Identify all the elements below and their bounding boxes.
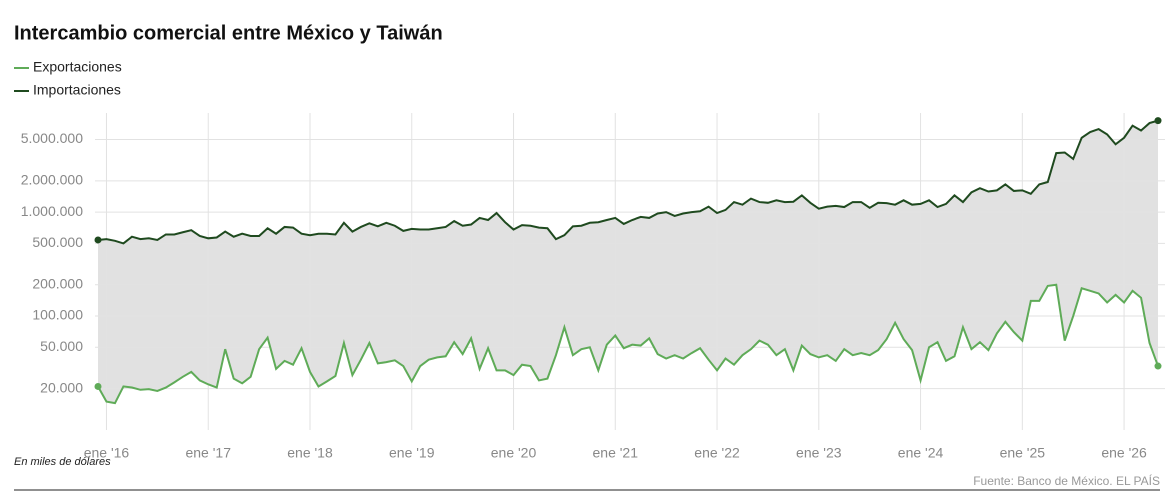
x-tick-label: ene '20 — [491, 445, 537, 461]
x-tick-label: ene '25 — [1000, 445, 1046, 461]
x-tick-label: ene '16 — [84, 445, 130, 461]
band-fill — [98, 120, 1158, 404]
x-tick-label: ene '23 — [796, 445, 842, 461]
legend-label: Exportaciones — [33, 59, 122, 75]
x-tick-label: ene '26 — [1101, 445, 1147, 461]
y-tick-label: 5.000.000 — [21, 130, 83, 146]
y-tick-label: 50.000 — [40, 338, 83, 354]
series-line — [97, 283, 1159, 405]
x-tick-label: ene '17 — [185, 445, 231, 461]
source: Fuente: Banco de México. EL PAÍS — [973, 473, 1160, 488]
series-line — [97, 119, 1159, 245]
legend-label: Importaciones — [33, 82, 121, 98]
y-tick-label: 100.000 — [32, 307, 83, 323]
x-tick-label: ene '24 — [898, 445, 944, 461]
x-tick-label: ene '19 — [389, 445, 435, 461]
x-tick-label: ene '22 — [694, 445, 740, 461]
end-dot — [1154, 362, 1162, 370]
x-tick-label: ene '18 — [287, 445, 333, 461]
y-tick-label: 500.000 — [32, 234, 83, 250]
x-tick-label: ene '21 — [593, 445, 639, 461]
end-dot — [94, 382, 102, 390]
y-tick-label: 1.000.000 — [21, 203, 83, 219]
chart-title: Intercambio comercial entre México y Tai… — [14, 22, 443, 44]
note: En miles de dólares — [14, 456, 111, 468]
y-tick-label: 2.000.000 — [21, 172, 83, 188]
y-tick-label: 20.000 — [40, 379, 83, 395]
end-dot — [1154, 117, 1162, 125]
y-tick-label: 200.000 — [32, 275, 83, 291]
end-dot — [94, 236, 102, 244]
